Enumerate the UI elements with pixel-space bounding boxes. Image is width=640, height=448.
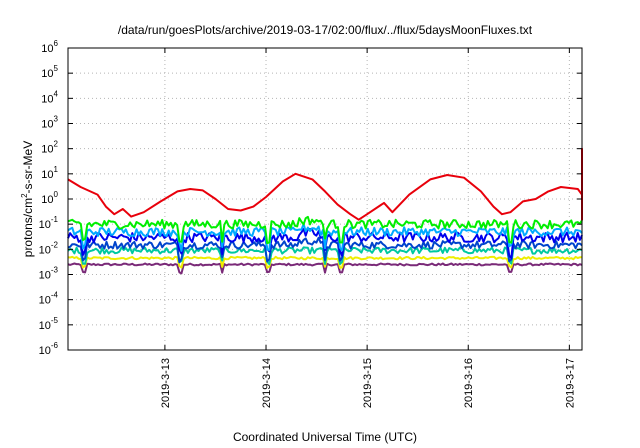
x-tick-label: 2019-3-13 (160, 358, 172, 408)
y-tick-base: 10 (39, 345, 51, 357)
y-tick-exponent: 2 (54, 140, 59, 149)
y-axis-label: protons/cm2-s-sr-MeV (20, 141, 35, 257)
y-tick-label: 10-4 (39, 291, 59, 307)
y-tick-exponent: -2 (51, 240, 59, 249)
y-tick-base: 10 (41, 144, 53, 156)
y-tick-exponent: -1 (51, 215, 59, 224)
y-tick-label: 106 (41, 39, 58, 55)
y-tick-exponent: -3 (51, 266, 59, 275)
y-tick-label: 100 (41, 190, 58, 206)
y-tick-base: 10 (41, 119, 53, 131)
y-tick-label: 101 (41, 165, 58, 181)
y-tick-exponent: 6 (54, 39, 59, 48)
y-tick-base: 10 (41, 93, 53, 105)
y-tick-label: 103 (41, 115, 58, 131)
y-tick-label: 10-6 (39, 341, 59, 357)
y-tick-exponent: 3 (54, 115, 59, 124)
x-tick-label: 2019-3-14 (261, 358, 273, 408)
y-tick-label: 10-5 (39, 316, 59, 332)
series-line (67, 147, 583, 221)
y-tick-exponent: 1 (54, 165, 59, 174)
y-tick-base: 10 (41, 68, 53, 80)
y-tick-label: 10-3 (39, 266, 59, 282)
y-axis-label-sup: 2 (20, 193, 29, 198)
y-axis-label-suffix: -s-sr-MeV (21, 141, 35, 194)
y-tick-base: 10 (39, 295, 51, 307)
series-line (67, 227, 583, 260)
y-tick-exponent: -6 (51, 341, 59, 350)
series-line (67, 236, 583, 264)
y-tick-base: 10 (41, 169, 53, 181)
grid (68, 48, 582, 350)
y-tick-label: 105 (41, 64, 58, 80)
series-line (67, 215, 583, 245)
y-tick-base: 10 (39, 219, 51, 231)
x-tick-label: 2019-3-15 (362, 358, 374, 408)
y-tick-exponent: 5 (54, 64, 59, 73)
y-tick-base: 10 (41, 194, 53, 206)
x-tick-label: 2019-3-16 (463, 358, 475, 408)
y-tick-label: 102 (41, 140, 58, 156)
y-axis: 10-610-510-410-310-210-11001011021031041… (39, 39, 582, 357)
y-tick-exponent: -5 (51, 316, 59, 325)
y-tick-exponent: 0 (54, 190, 59, 199)
y-tick-exponent: 4 (54, 89, 59, 98)
x-axis-label: Coordinated Universal Time (UTC) (233, 430, 417, 444)
chart-title: /data/run/goesPlots/archive/2019-03-17/0… (118, 23, 533, 37)
y-tick-exponent: -4 (51, 291, 59, 300)
y-tick-base: 10 (39, 320, 51, 332)
series-line (67, 223, 583, 252)
x-axis: 2019-3-13 2019-3-14 2019-3-15 2019-3-16 2019… (160, 48, 576, 408)
series-line (67, 246, 583, 266)
y-tick-base: 10 (41, 43, 53, 55)
y-tick-base: 10 (39, 270, 51, 282)
y-tick-label: 10-2 (39, 240, 59, 256)
x-tick-label: 2019-3-17 (564, 358, 576, 408)
y-tick-label: 104 (41, 89, 58, 105)
y-axis-label-prefix: protons/cm (21, 198, 35, 257)
y-tick-base: 10 (39, 244, 51, 256)
series-line (67, 255, 582, 269)
y-tick-label: 10-1 (39, 215, 59, 231)
series-group (67, 147, 583, 275)
series-line (67, 262, 583, 275)
